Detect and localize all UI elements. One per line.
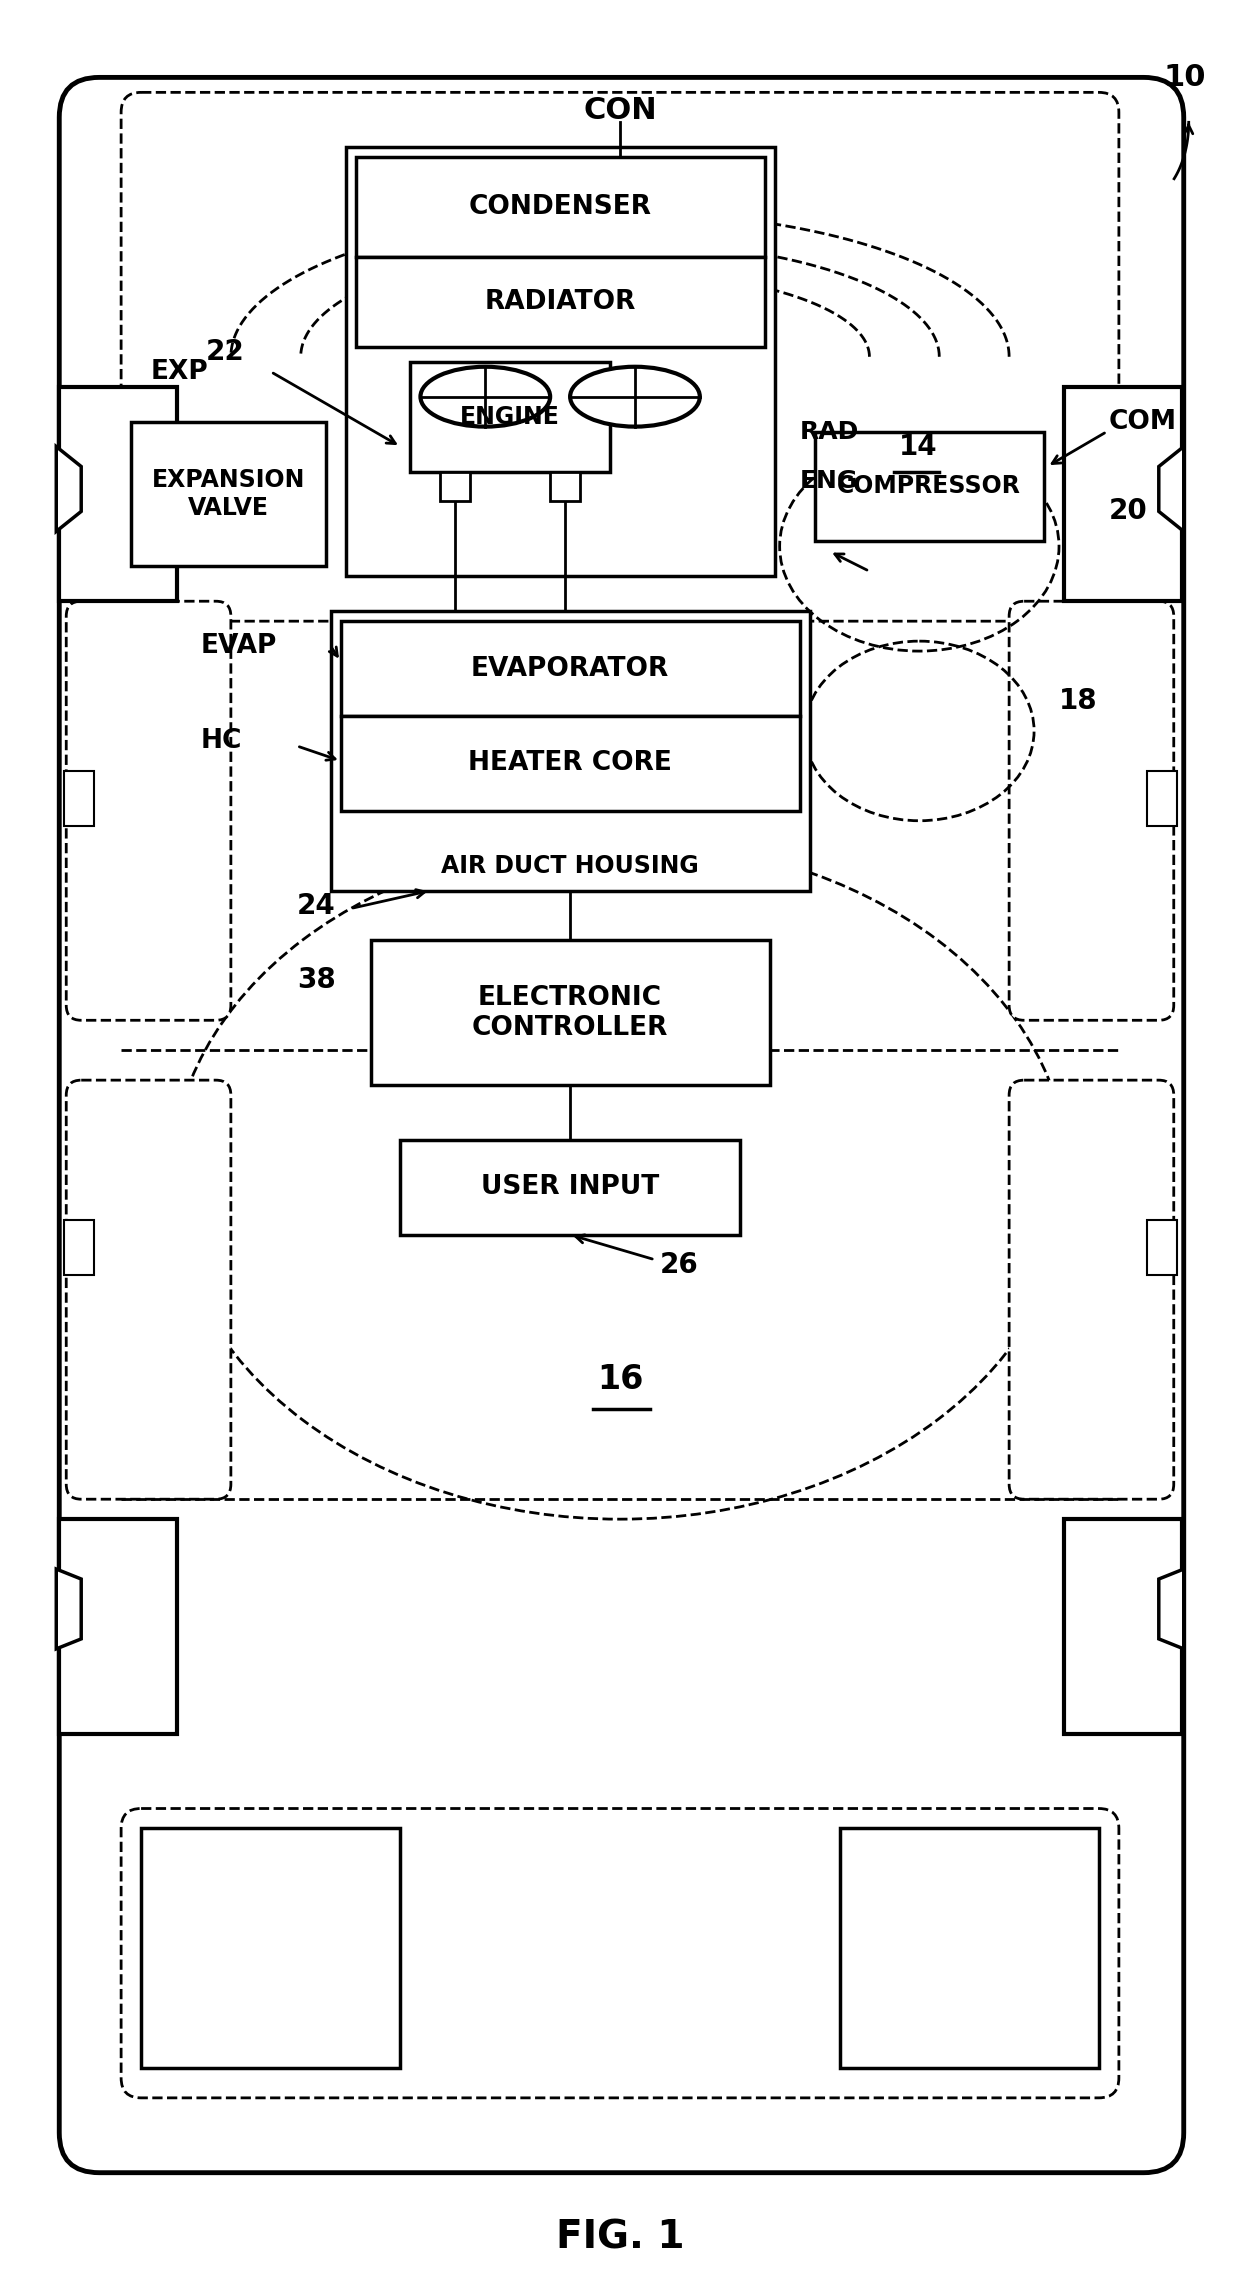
Text: COMPRESSOR: COMPRESSOR [837, 474, 1022, 497]
Bar [1147, 1219, 1177, 1274]
FancyBboxPatch shape [1009, 601, 1174, 1020]
Text: HC: HC [201, 729, 242, 754]
Text: 24: 24 [296, 892, 336, 919]
Bar [839, 1829, 1099, 2067]
Text: ELECTRONIC
CONTROLLER: ELECTRONIC CONTROLLER [472, 986, 668, 1041]
Bar [60, 1520, 177, 1733]
Bar [551, 472, 580, 502]
Bar [331, 612, 810, 892]
Text: CONDENSER: CONDENSER [469, 195, 652, 220]
Text: ENG: ENG [800, 470, 858, 493]
Polygon shape [1159, 447, 1184, 532]
FancyBboxPatch shape [122, 92, 1118, 621]
Polygon shape [56, 447, 81, 532]
Text: 16: 16 [596, 1364, 644, 1396]
Bar [371, 940, 770, 1084]
FancyBboxPatch shape [60, 78, 1184, 2173]
Bar [341, 715, 800, 811]
Bar [410, 362, 610, 472]
Bar [346, 147, 775, 575]
Ellipse shape [570, 367, 699, 426]
Text: 20: 20 [1109, 497, 1148, 525]
Bar [1064, 1520, 1182, 1733]
Polygon shape [1159, 1570, 1184, 1648]
Bar [1147, 770, 1177, 825]
Bar [64, 1219, 94, 1274]
Bar [815, 431, 1044, 541]
Bar [401, 1139, 740, 1235]
Text: RAD: RAD [800, 419, 859, 445]
Text: USER INPUT: USER INPUT [481, 1174, 660, 1201]
Text: AIR DUCT HOUSING: AIR DUCT HOUSING [441, 853, 699, 878]
Text: 22: 22 [206, 337, 244, 367]
FancyBboxPatch shape [1009, 1080, 1174, 1499]
Bar [60, 387, 177, 601]
Text: EVAPORATOR: EVAPORATOR [471, 656, 670, 681]
Text: EXP: EXP [151, 360, 208, 385]
Text: EVAP: EVAP [201, 633, 278, 660]
Text: EXPANSION
VALVE: EXPANSION VALVE [151, 468, 305, 520]
Polygon shape [56, 1570, 81, 1648]
Text: 10: 10 [1164, 62, 1207, 92]
Bar [356, 158, 765, 257]
Text: HEATER CORE: HEATER CORE [469, 749, 672, 777]
Text: RADIATOR: RADIATOR [485, 289, 636, 314]
Bar [1064, 387, 1182, 601]
Text: 38: 38 [296, 967, 336, 995]
FancyBboxPatch shape [66, 601, 231, 1020]
FancyBboxPatch shape [122, 1808, 1118, 2097]
Text: ENGINE: ENGINE [460, 406, 560, 429]
Bar [356, 257, 765, 346]
Text: 18: 18 [1059, 688, 1097, 715]
Text: 14: 14 [899, 433, 937, 461]
Text: COM: COM [1109, 408, 1177, 435]
Bar [141, 1829, 401, 2067]
Bar [64, 770, 94, 825]
Bar [341, 621, 800, 715]
Text: 26: 26 [660, 1251, 698, 1279]
Bar [440, 472, 470, 502]
Bar [131, 422, 326, 566]
FancyBboxPatch shape [66, 1080, 231, 1499]
Text: CON: CON [583, 96, 657, 124]
Text: FIG. 1: FIG. 1 [556, 2219, 684, 2258]
Ellipse shape [420, 367, 551, 426]
